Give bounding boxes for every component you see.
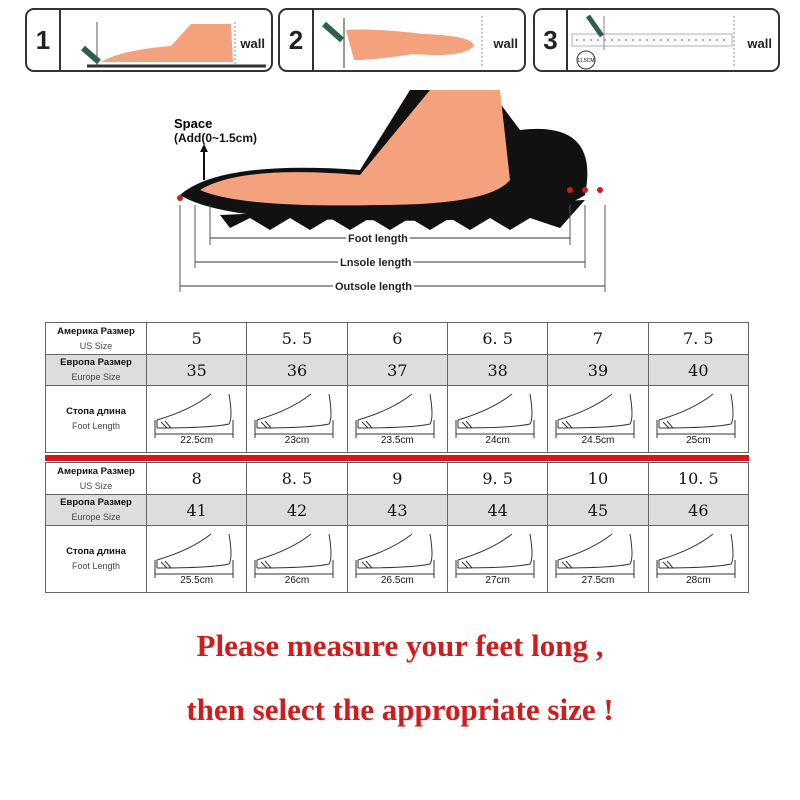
eu-size-cell: 45: [547, 494, 649, 526]
outsole-length-label: Outsole length: [335, 281, 412, 293]
eu-size-cell: 37: [346, 354, 448, 386]
foot-outline-icon: [254, 393, 334, 438]
eu-size-cell: 39: [547, 354, 649, 386]
eu-size-cell: 40: [647, 354, 750, 386]
eu-size-cell: 35: [145, 354, 248, 386]
eu-row: Европа Размер Europe Size 35 36 37 38 39 40: [45, 354, 750, 386]
us-size-cell: 9: [346, 462, 448, 495]
row-label: Европа Размер Europe Size: [45, 494, 147, 526]
foot-outline-icon: [656, 393, 736, 438]
ruler-measure-icon: 11.5CM: [571, 14, 735, 70]
foot-outline-icon: [355, 393, 435, 438]
foot-outline-icon: [455, 533, 535, 578]
us-size-cell: 7. 5: [647, 322, 750, 355]
foot-length-cell: 22.5cm: [145, 385, 248, 453]
wall-label: wall: [240, 36, 265, 51]
foot-length-cell: 24.5cm: [547, 385, 649, 453]
step-1-panel: 1 wall: [25, 8, 273, 72]
foot-outline-icon: [555, 393, 635, 438]
step-number: 3: [535, 10, 568, 70]
row-label: Америка Размер US Size: [45, 322, 147, 355]
us-size-cell: 8. 5: [246, 462, 348, 495]
us-size-cell: 10. 5: [647, 462, 750, 495]
foot-length-cell: 25cm: [647, 385, 750, 453]
us-size-cell: 7: [547, 322, 649, 355]
add-label: (Add(0~1.5cm): [174, 131, 257, 145]
instruction-line-1: Please measure your feet long ,: [196, 628, 604, 663]
wall-label: wall: [493, 36, 518, 51]
foot-length-cell: 26cm: [246, 525, 348, 593]
foot-length-cell: 23cm: [246, 385, 348, 453]
foot-outline-icon: [656, 533, 736, 578]
foot-side-measure-icon: [81, 22, 266, 68]
eu-size-cell: 46: [647, 494, 750, 526]
eu-size-cell: 42: [246, 494, 348, 526]
ft-row: Стопа длина Foot Length 22.5cm 23cm 23.5cm 24…: [45, 385, 750, 453]
us-size-cell: 6: [346, 322, 448, 355]
us-size-cell: 6. 5: [446, 322, 549, 355]
foot-outline-icon: [355, 533, 435, 578]
us-size-cell: 5. 5: [246, 322, 348, 355]
divider: [45, 455, 749, 461]
eu-size-cell: 41: [145, 494, 248, 526]
measure-circle-label: 11.5CM: [577, 58, 594, 64]
foot-top-measure-icon: [322, 16, 483, 68]
step-number: 1: [27, 10, 61, 70]
eu-size-cell: 36: [246, 354, 348, 386]
eu-size-cell: 38: [446, 354, 549, 386]
us-size-cell: 10: [547, 462, 649, 495]
insole-length-label: Lnsole length: [340, 257, 412, 269]
us-size-cell: 5: [145, 322, 248, 355]
size-table-2: Америка Размер US Size 8 8. 5 9 9. 5 10 10. 5 Ев…: [45, 462, 750, 593]
foot-outline-icon: [154, 393, 234, 438]
foot-length-cell: 27cm: [446, 525, 549, 593]
eu-size-cell: 44: [446, 494, 549, 526]
eu-size-cell: 43: [346, 494, 448, 526]
foot-length-cell: 27.5cm: [547, 525, 649, 593]
us-size-cell: 8: [145, 462, 248, 495]
foot-outline-icon: [154, 533, 234, 578]
foot-length-cell: 25.5cm: [145, 525, 248, 593]
shoe-diagram: Space (Add(0~1.5cm) Foot length Lnsole l…: [174, 90, 606, 296]
foot-outline-icon: [455, 393, 535, 438]
step-2-panel: 2 wall: [278, 8, 526, 72]
row-label: Стопа длина Foot Length: [45, 385, 147, 453]
row-label: Америка Размер US Size: [45, 462, 147, 495]
size-table-1: Америка Размер US Size 5 5. 5 6 6. 5 7 7. 5 Евро…: [45, 322, 750, 453]
us-row: Америка Размер US Size 8 8. 5 9 9. 5 10 10. 5: [45, 462, 750, 495]
ft-row: Стопа длина Foot Length 25.5cm 26cm 26.5cm 27…: [45, 525, 750, 593]
foot-length-cell: 24cm: [446, 385, 549, 453]
instruction-line-2: then select the appropriate size !: [186, 692, 614, 727]
step-number: 2: [280, 10, 314, 70]
space-label: Space: [174, 116, 212, 131]
foot-length-cell: 26.5cm: [346, 525, 448, 593]
row-label: Европа Размер Europe Size: [45, 354, 147, 386]
foot-length-label: Foot length: [348, 233, 408, 245]
foot-length-cell: 23.5cm: [346, 385, 448, 453]
foot-outline-icon: [254, 533, 334, 578]
row-label: Стопа длина Foot Length: [45, 525, 147, 593]
step-3-panel: 3 11.5CM wall: [533, 8, 780, 72]
us-size-cell: 9. 5: [446, 462, 549, 495]
foot-outline-icon: [555, 533, 635, 578]
us-row: Америка Размер US Size 5 5. 5 6 6. 5 7 7. 5: [45, 322, 750, 355]
foot-length-cell: 28cm: [647, 525, 750, 593]
eu-row: Европа Размер Europe Size 41 42 43 44 45 46: [45, 494, 750, 526]
wall-label: wall: [747, 36, 772, 51]
